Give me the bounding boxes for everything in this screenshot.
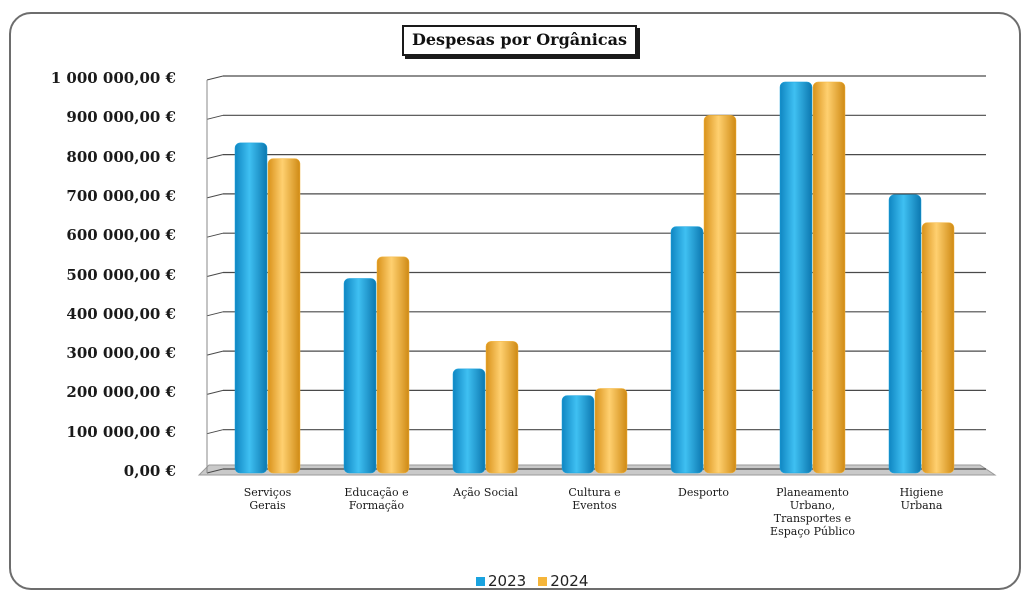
- bar-2023-1: [343, 278, 377, 474]
- gridline-depth: [206, 75, 224, 81]
- gridline-depth: [206, 468, 224, 474]
- bar-2023-4: [670, 226, 704, 474]
- legend-swatch-2024: [538, 576, 548, 586]
- chart-frame: [9, 12, 1021, 590]
- bar-2024-6: [921, 222, 955, 474]
- y-tick-label: 0,00 €: [123, 462, 176, 480]
- y-tick-label: 1 000 000,00 €: [50, 69, 176, 87]
- y-tick-label: 500 000,00 €: [66, 265, 176, 284]
- gridline-depth: [206, 232, 224, 238]
- gridline-depth: [206, 193, 224, 199]
- legend-label-2024: 2024: [550, 572, 589, 590]
- bar-2024-2: [485, 341, 519, 474]
- x-category-label: Educação e Formação: [344, 486, 409, 512]
- legend: 2023 2024: [476, 570, 588, 592]
- y-tick-label: 700 000,00 €: [66, 186, 176, 205]
- bar-2023-6: [888, 194, 922, 474]
- legend-item-2024: 2024: [538, 572, 588, 590]
- gridline-depth: [206, 272, 224, 277]
- y-tick-label: 200 000,00 €: [66, 383, 176, 402]
- legend-label-2023: 2023: [488, 572, 527, 590]
- bar-2024-0: [267, 158, 301, 474]
- gridline-depth: [206, 311, 224, 317]
- gridline-depth: [206, 350, 224, 356]
- bar-2023-3: [561, 395, 595, 474]
- bar-2024-4: [703, 115, 737, 474]
- bar-2023-5: [779, 81, 813, 474]
- x-category-label: Ação Social: [453, 486, 518, 499]
- bar-2024-1: [376, 256, 410, 474]
- y-tick-label: 900 000,00 €: [66, 108, 176, 127]
- gridline-depth: [206, 114, 224, 120]
- gridline-depth: [206, 389, 224, 395]
- y-tick-label: 600 000,00 €: [66, 226, 176, 245]
- y-tick-label: 800 000,00 €: [66, 147, 176, 166]
- x-category-label: Desporto: [678, 486, 729, 499]
- legend-item-2023: 2023: [476, 572, 526, 590]
- gridline-depth: [206, 154, 224, 160]
- bar-2024-5: [812, 81, 846, 474]
- x-category-label: Higiene Urbana: [899, 486, 944, 512]
- gridline-depth: [206, 429, 224, 435]
- bar-2023-2: [452, 368, 486, 474]
- bar-2024-3: [594, 388, 628, 474]
- bar-2023-0: [234, 142, 268, 474]
- legend-swatch-2023: [476, 576, 485, 586]
- y-tick-label: 400 000,00 €: [66, 304, 176, 323]
- x-category-label: Planeamento Urbano, Transportes e Espaço…: [770, 486, 855, 538]
- x-category-label: Cultura e Eventos: [568, 486, 621, 512]
- x-category-label: Serviços Gerais: [243, 486, 292, 512]
- chart-title: Despesas por Orgânicas: [402, 25, 637, 56]
- y-tick-label: 100 000,00 €: [66, 422, 176, 441]
- y-tick-label: 300 000,00 €: [66, 344, 176, 363]
